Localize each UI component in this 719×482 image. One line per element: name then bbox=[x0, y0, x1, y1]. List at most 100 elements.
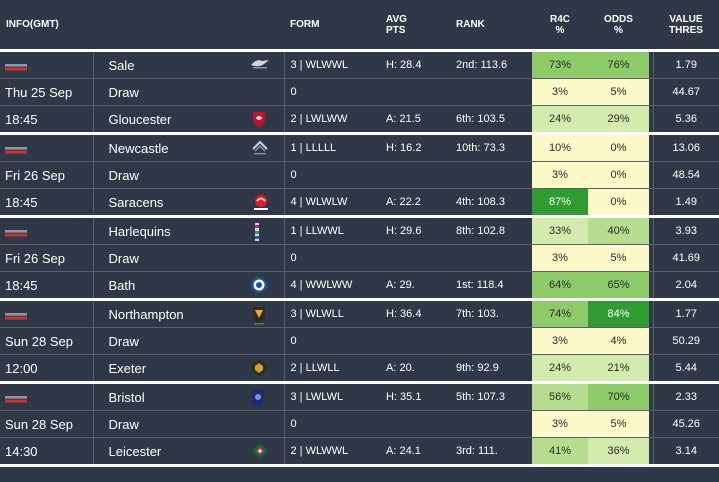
r4c-cell: 3% bbox=[532, 161, 588, 189]
team-name[interactable]: Bristol bbox=[93, 382, 235, 411]
form-cell: 0 bbox=[284, 244, 380, 272]
header-info[interactable]: INFO(GMT) bbox=[0, 0, 93, 52]
spacer-cell bbox=[649, 410, 653, 438]
table-row[interactable]: Harlequins 1 | LLWWL H: 29.6 8th: 102.8 33% 4… bbox=[0, 216, 719, 245]
r4c-cell: 24% bbox=[532, 105, 588, 135]
form-cell: 2 | WLWWL bbox=[284, 437, 380, 467]
table-row[interactable]: 18:45 Gloucester 2 | LWLWW A: 21.5 6th: 103.… bbox=[0, 105, 719, 135]
odds-cell: 70% bbox=[588, 382, 649, 411]
r4c-cell: 73% bbox=[532, 50, 588, 79]
header-form[interactable]: FORM bbox=[284, 0, 380, 52]
value-thres-cell: 41.69 bbox=[652, 244, 719, 272]
header-r4c[interactable]: R4C% bbox=[532, 0, 588, 52]
team-name[interactable]: Northampton bbox=[93, 299, 235, 328]
spacer-cell bbox=[649, 188, 653, 218]
odds-cell: 0% bbox=[588, 188, 649, 218]
spacer-cell bbox=[649, 78, 653, 106]
table-row[interactable]: Northampton 3 | WLWLL H: 36.4 7th: 103. 74% 8… bbox=[0, 299, 719, 328]
team-name[interactable]: Exeter bbox=[93, 354, 235, 384]
form-cell: 2 | LWLWW bbox=[284, 105, 380, 135]
avg-pts-cell bbox=[380, 327, 450, 355]
table-row[interactable]: Thu 25 Sep Draw 0 3% 5% 44.67 bbox=[0, 78, 719, 106]
team-name[interactable]: Leicester bbox=[93, 437, 235, 467]
odds-cell: 5% bbox=[588, 410, 649, 438]
team-name[interactable]: Gloucester bbox=[93, 105, 235, 135]
r4c-cell: 10% bbox=[532, 133, 588, 162]
odds-cell: 21% bbox=[588, 354, 649, 384]
crest-cell bbox=[235, 188, 285, 218]
r4c-cell: 3% bbox=[532, 244, 588, 272]
value-thres-cell: 1.79 bbox=[652, 50, 719, 79]
crest-cell bbox=[235, 410, 285, 438]
spacer-cell bbox=[649, 271, 653, 301]
odds-cell: 5% bbox=[588, 78, 649, 106]
spacer-cell bbox=[649, 105, 653, 135]
match-date: Sun 28 Sep bbox=[5, 333, 73, 349]
team-name[interactable]: Draw bbox=[93, 244, 235, 272]
bristol-crest-icon bbox=[250, 388, 268, 407]
table-row[interactable]: Sale 3 | WLWWL H: 28.4 2nd: 113.6 73% 76% 1.79 bbox=[0, 50, 719, 79]
exeter-crest-icon bbox=[250, 359, 268, 377]
value-thres-cell: 45.26 bbox=[652, 410, 719, 438]
value-thres-cell: 48.54 bbox=[652, 161, 719, 189]
header-spacer bbox=[649, 0, 653, 52]
match-time: 18:45 bbox=[5, 194, 38, 210]
info-cell bbox=[0, 133, 94, 162]
table-row[interactable]: Newcastle 1 | LLLLL H: 16.2 10th: 73.3 10% 0%… bbox=[0, 133, 719, 162]
spacer-cell bbox=[649, 244, 653, 272]
team-name[interactable]: Harlequins bbox=[93, 216, 235, 245]
table-row[interactable]: 12:00 Exeter 2 | LLWLL A: 20. 9th: 92.9 24% 21… bbox=[0, 354, 719, 384]
team-name[interactable]: Saracens bbox=[93, 188, 235, 218]
rank-cell: 6th: 103.5 bbox=[450, 105, 532, 135]
r4c-cell: 3% bbox=[532, 410, 588, 438]
header-odds[interactable]: ODDS% bbox=[588, 0, 649, 52]
team-name[interactable]: Bath bbox=[93, 271, 235, 301]
info-cell: Sun 28 Sep bbox=[0, 410, 94, 438]
table-row[interactable]: Sun 28 Sep Draw 0 3% 4% 50.29 bbox=[0, 327, 719, 355]
match-date: Sun 28 Sep bbox=[5, 416, 73, 432]
info-cell bbox=[0, 382, 94, 411]
rank-cell bbox=[450, 78, 532, 106]
team-name[interactable]: Draw bbox=[93, 78, 235, 106]
team-name[interactable]: Draw bbox=[93, 161, 235, 189]
odds-cell: 40% bbox=[588, 216, 649, 245]
value-thres-cell: 5.36 bbox=[652, 105, 719, 135]
premiership-rugby-logo-icon bbox=[5, 312, 29, 320]
odds-cell: 84% bbox=[588, 299, 649, 328]
form-cell: 4 | WWLWW bbox=[284, 271, 380, 301]
odds-cell: 0% bbox=[588, 133, 649, 162]
table-row[interactable]: Sun 28 Sep Draw 0 3% 5% 45.26 bbox=[0, 410, 719, 438]
rank-cell bbox=[450, 410, 532, 438]
header-value-thres[interactable]: VALUE THRES bbox=[653, 0, 719, 52]
crest-cell bbox=[235, 78, 285, 106]
spacer-cell bbox=[649, 354, 653, 384]
avg-pts-cell: A: 24.1 bbox=[380, 437, 450, 467]
crest-cell bbox=[235, 133, 285, 162]
match-time: 12:00 bbox=[5, 360, 38, 376]
spacer-cell bbox=[649, 50, 653, 79]
header-avg-pts[interactable]: AVG PTS bbox=[380, 0, 450, 52]
table-row[interactable]: 18:45 Bath 4 | WWLWW A: 29. 1st: 118.4 64% 65%… bbox=[0, 271, 719, 301]
team-name[interactable]: Newcastle bbox=[93, 133, 235, 162]
team-name[interactable]: Draw bbox=[93, 410, 235, 438]
header-rank[interactable]: RANK bbox=[450, 0, 532, 52]
harlequins-crest-icon bbox=[250, 222, 268, 241]
avg-pts-cell bbox=[380, 78, 450, 106]
r4c-cell: 41% bbox=[532, 437, 588, 467]
table-row[interactable]: 14:30 Leicester 2 | WLWWL A: 24.1 3rd: 111. 4… bbox=[0, 437, 719, 467]
form-cell: 0 bbox=[284, 78, 380, 106]
spacer-cell bbox=[649, 327, 653, 355]
table-row[interactable]: 18:45 Saracens 4 | WLWLW A: 22.2 4th: 108.3 8… bbox=[0, 188, 719, 218]
form-cell: 1 | LLWWL bbox=[284, 216, 380, 245]
odds-cell: 4% bbox=[588, 327, 649, 355]
team-name[interactable]: Sale bbox=[93, 50, 235, 79]
bath-crest-icon bbox=[250, 276, 268, 294]
crest-cell bbox=[235, 382, 285, 411]
info-cell: Sun 28 Sep bbox=[0, 327, 94, 355]
match-date: Thu 25 Sep bbox=[5, 84, 73, 100]
table-row[interactable]: Bristol 3 | LWLWL H: 35.1 5th: 107.3 56% 70% 2… bbox=[0, 382, 719, 411]
info-cell: 12:00 bbox=[0, 354, 94, 384]
table-row[interactable]: Fri 26 Sep Draw 0 3% 5% 41.69 bbox=[0, 244, 719, 272]
table-row[interactable]: Fri 26 Sep Draw 0 3% 0% 48.54 bbox=[0, 161, 719, 189]
team-name[interactable]: Draw bbox=[93, 327, 235, 355]
